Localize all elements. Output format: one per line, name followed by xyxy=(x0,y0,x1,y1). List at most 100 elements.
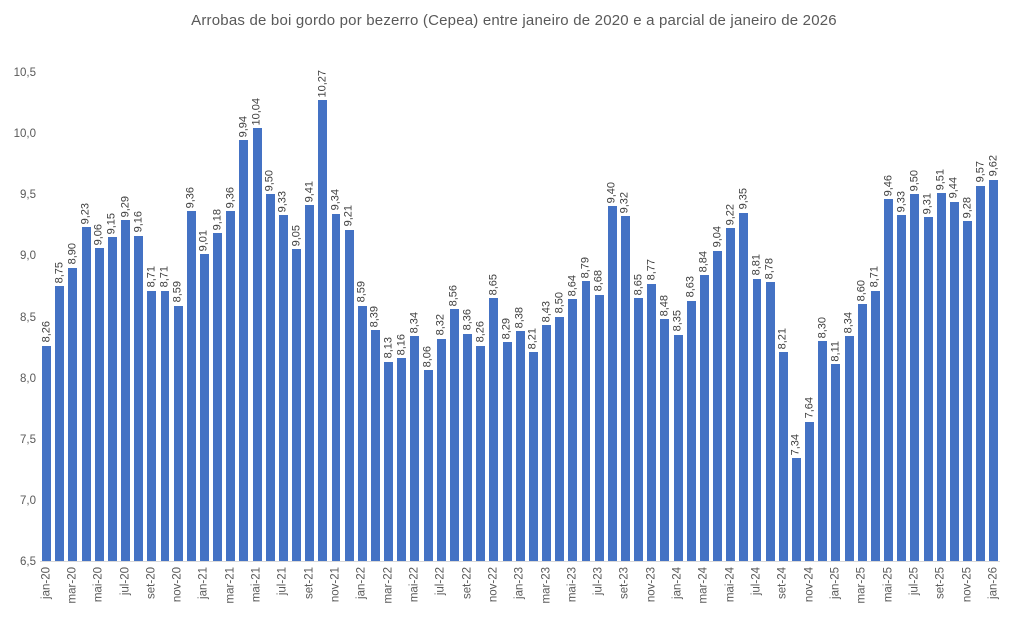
bar xyxy=(713,250,723,561)
bar-column: 8,79 xyxy=(579,73,592,561)
x-column xyxy=(816,563,829,625)
bar-column: 9,32 xyxy=(619,73,632,561)
bar xyxy=(857,304,867,561)
x-column xyxy=(369,563,382,625)
bar-column: 8,56 xyxy=(448,73,461,561)
bar-column: 8,75 xyxy=(53,73,66,561)
y-tick-label: 8,5 xyxy=(20,311,36,324)
x-tick-label: set-20 xyxy=(145,567,158,599)
x-column: mar-24 xyxy=(698,563,711,625)
bar xyxy=(555,316,565,561)
x-column: set-25 xyxy=(935,563,948,625)
x-column xyxy=(553,563,566,625)
bar-value-label: 9,33 xyxy=(895,190,908,213)
x-column: jul-20 xyxy=(119,563,132,625)
bar xyxy=(160,290,170,561)
bar-value-label: 9,51 xyxy=(934,168,947,191)
bar xyxy=(121,219,130,561)
x-column xyxy=(106,563,119,625)
bar xyxy=(594,294,604,561)
bar xyxy=(818,340,828,561)
bar xyxy=(147,290,157,561)
bar-column: 8,59 xyxy=(356,73,369,561)
bar-column: 8,30 xyxy=(816,73,829,561)
bar-value-label: 10,04 xyxy=(250,97,263,126)
x-column: jul-25 xyxy=(908,563,921,625)
x-column: jan-20 xyxy=(40,563,53,625)
bar-column: 8,43 xyxy=(540,73,553,561)
bar-column: 8,90 xyxy=(66,73,79,561)
bar xyxy=(199,254,209,561)
x-column: nov-25 xyxy=(961,563,974,625)
bar xyxy=(699,274,709,561)
bar-value-label: 9,46 xyxy=(882,174,895,197)
x-tick-label: jan-20 xyxy=(40,567,53,599)
bar-value-label: 9,94 xyxy=(237,116,250,138)
x-column: mar-20 xyxy=(66,563,79,625)
x-column xyxy=(132,563,145,625)
bar-column: 8,71 xyxy=(145,73,158,561)
x-tick-label: jul-20 xyxy=(119,567,132,596)
bar-value-label: 8,59 xyxy=(355,281,368,303)
bar-value-label: 7,64 xyxy=(803,397,816,419)
bar-column: 9,36 xyxy=(224,73,237,561)
bar-value-label: 8,77 xyxy=(645,259,658,281)
bar-value-label: 8,65 xyxy=(632,273,645,296)
bar-value-label: 8,21 xyxy=(526,327,539,349)
bar xyxy=(423,370,433,561)
bar xyxy=(81,227,91,561)
bar-column: 9,40 xyxy=(606,73,619,561)
bar-value-label: 8,64 xyxy=(566,274,579,297)
plot-area: 8,26 8,75 8,90 9,23 9,06 9,15 9,29 9,16 8,71 8,71… xyxy=(40,69,1000,562)
x-column xyxy=(290,563,303,625)
bar-column: 8,32 xyxy=(435,73,448,561)
bar-value-label: 8,21 xyxy=(776,327,789,349)
x-tick-label: nov-21 xyxy=(329,567,342,603)
bar-value-label: 8,38 xyxy=(513,306,526,329)
x-column xyxy=(948,563,961,625)
x-column: jan-24 xyxy=(672,563,685,625)
bar xyxy=(976,185,986,561)
x-tick-label: mai-25 xyxy=(882,567,895,603)
x-column: nov-20 xyxy=(172,563,185,625)
bar xyxy=(42,345,52,561)
bar xyxy=(134,235,144,561)
x-tick-label: jul-24 xyxy=(750,567,763,596)
bar-value-label: 8,30 xyxy=(816,316,829,338)
x-column xyxy=(974,563,987,625)
bar xyxy=(55,285,65,561)
bar-column: 10,27 xyxy=(316,69,329,561)
x-column: mar-22 xyxy=(382,563,395,625)
bar-value-label: 8,34 xyxy=(408,311,421,334)
bar-column: 9,33 xyxy=(277,73,290,561)
x-column xyxy=(921,563,934,625)
bar-value-label: 8,90 xyxy=(66,243,79,265)
bar xyxy=(686,300,696,561)
bar xyxy=(384,361,394,561)
bar-value-label: 8,56 xyxy=(447,284,460,307)
bar xyxy=(620,216,630,561)
bar-value-label: 9,01 xyxy=(197,229,210,252)
bar xyxy=(739,212,749,561)
bar-column: 9,18 xyxy=(211,73,224,561)
bar xyxy=(542,325,551,561)
bar-column: 8,71 xyxy=(869,73,882,561)
bar-column: 8,26 xyxy=(40,73,53,561)
bar xyxy=(726,228,736,561)
x-tick-label: mai-20 xyxy=(92,567,105,603)
bar-column: 8,63 xyxy=(685,73,698,561)
bar xyxy=(502,342,512,561)
chart-title: Arrobas de boi gordo por bezerro (Cepea)… xyxy=(191,12,837,29)
x-tick-label: jan-25 xyxy=(829,567,842,599)
x-column: nov-23 xyxy=(645,563,658,625)
x-column xyxy=(474,563,487,625)
x-column: mar-25 xyxy=(856,563,869,625)
x-column: set-23 xyxy=(619,563,632,625)
bar-value-label: 8,11 xyxy=(829,340,842,362)
bar-value-label: 9,04 xyxy=(711,226,724,248)
x-column: mai-24 xyxy=(724,563,737,625)
x-column xyxy=(869,563,882,625)
x-column xyxy=(711,563,724,625)
x-column: set-20 xyxy=(145,563,158,625)
bar-value-label: 10,27 xyxy=(316,69,329,98)
